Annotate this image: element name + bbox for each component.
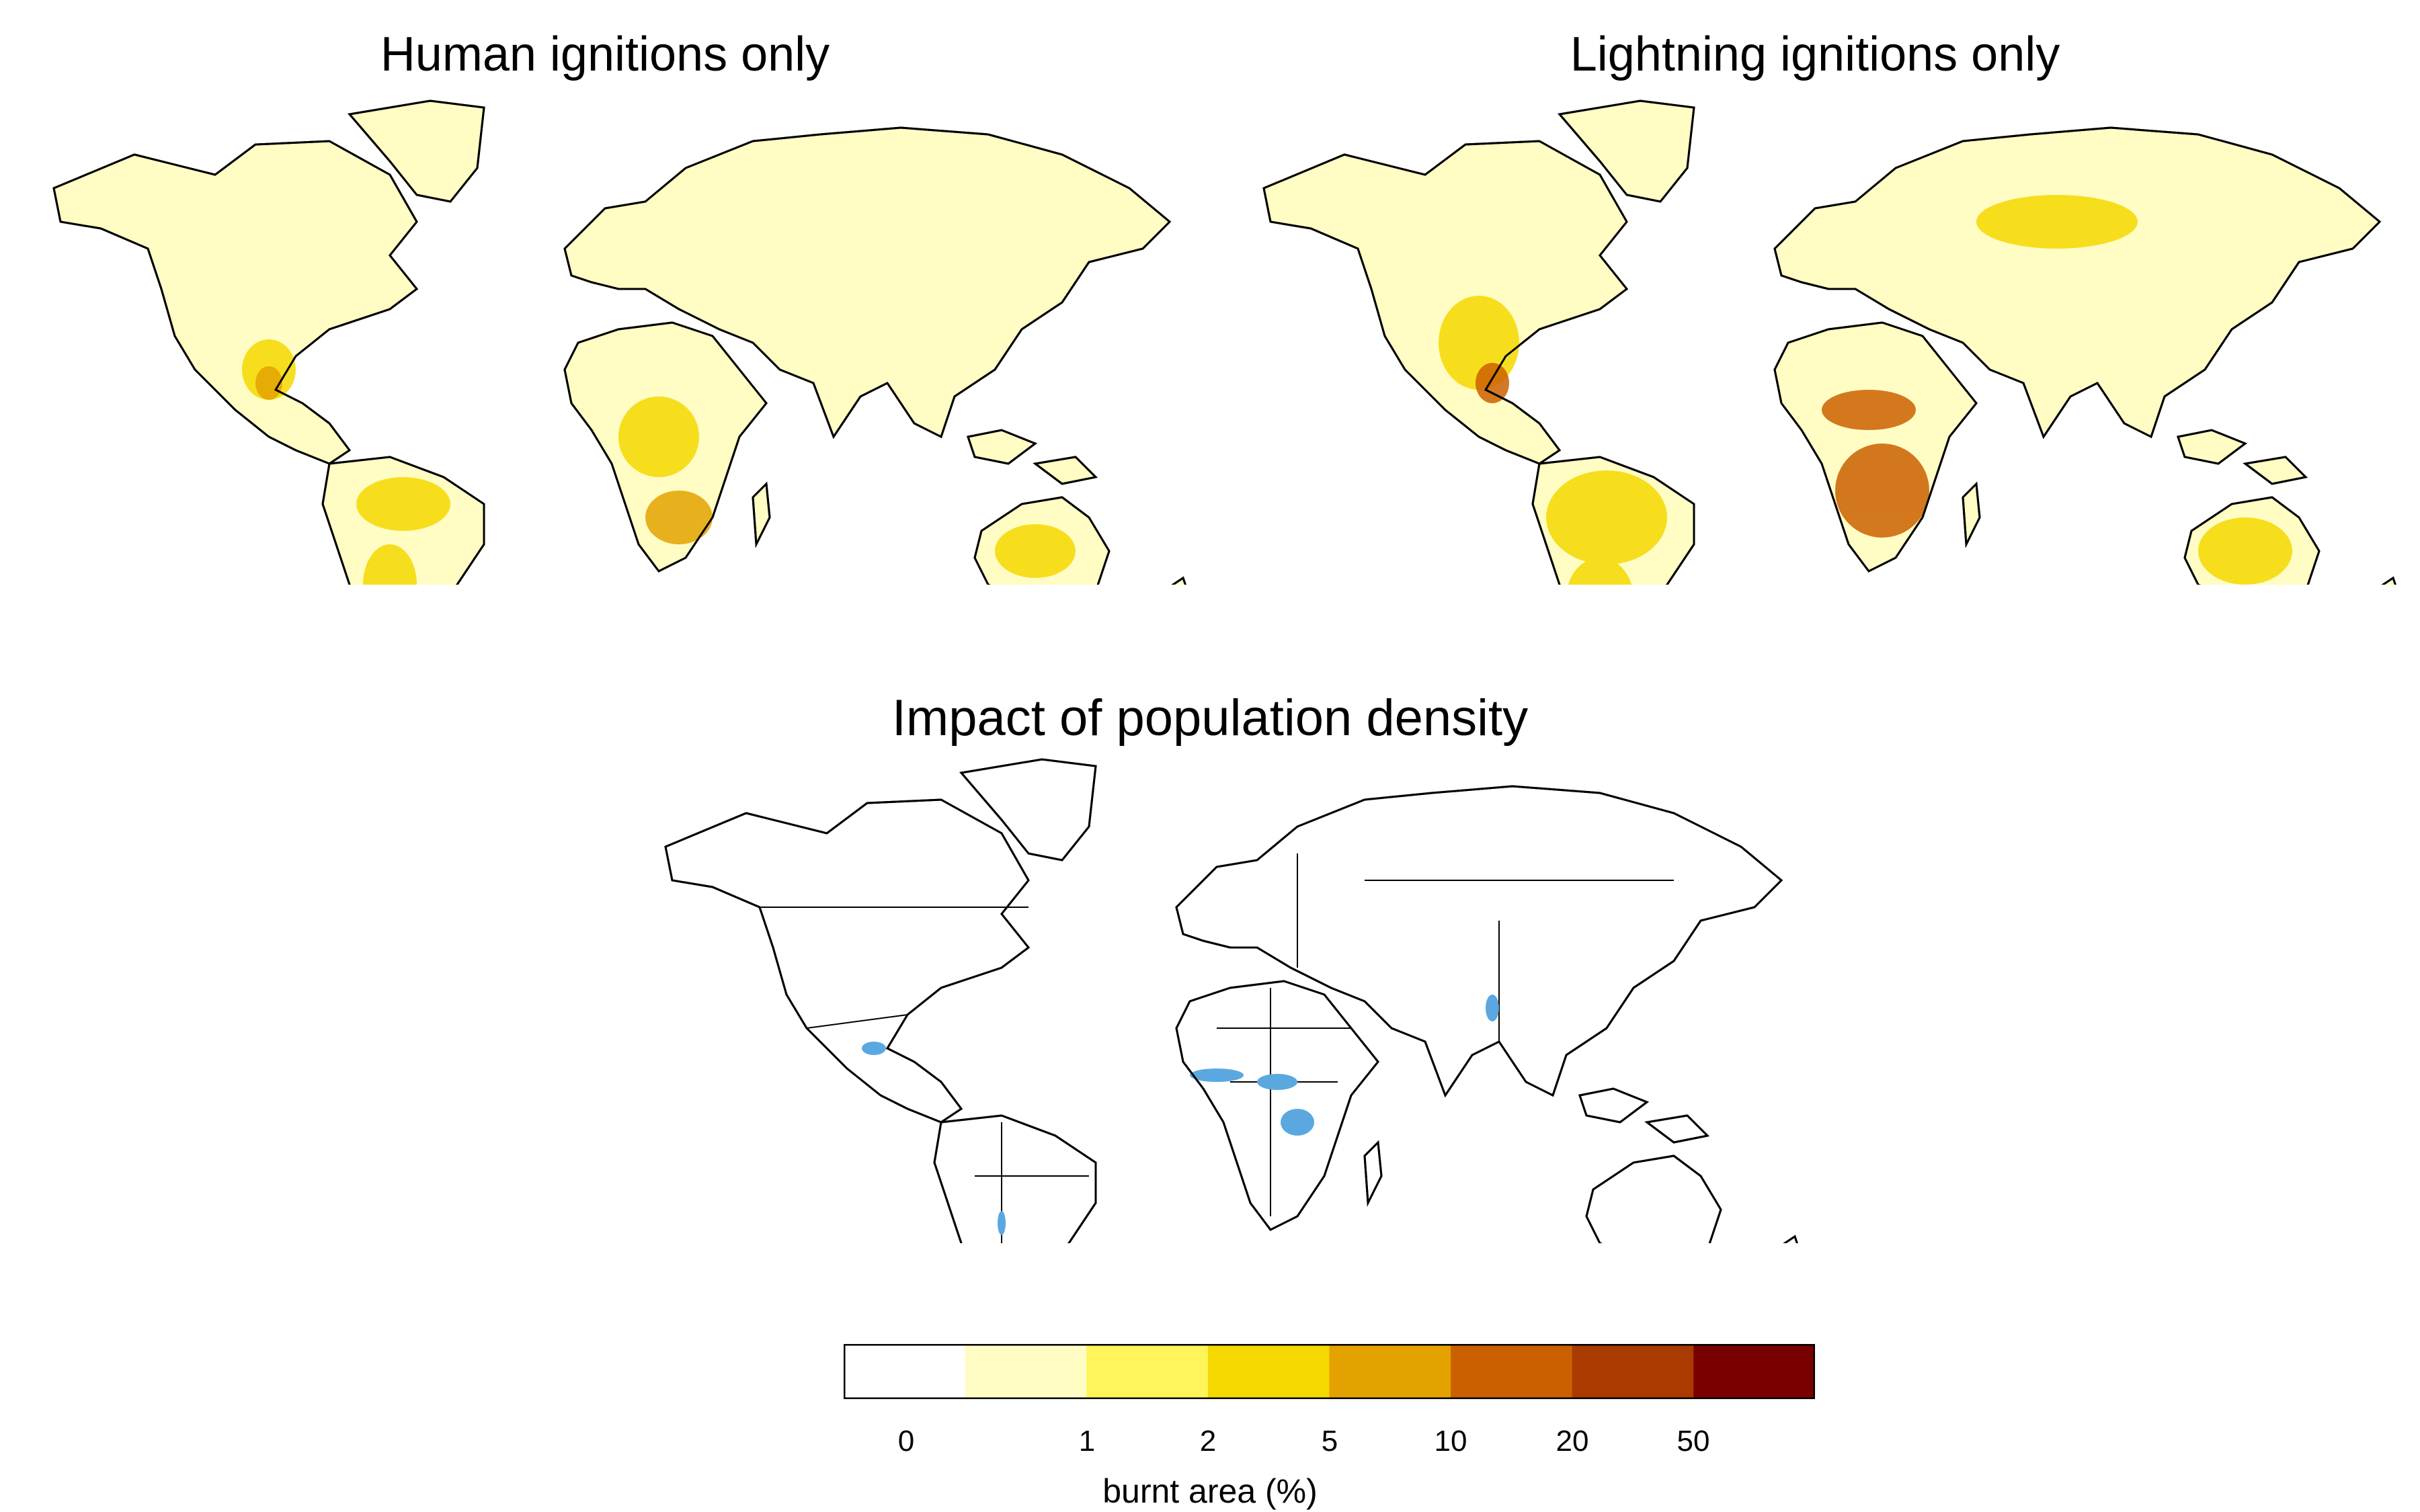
map-human-ignitions (52, 99, 1191, 585)
legend-tick: 1 (1078, 1425, 1096, 1458)
burn-hotspots (242, 339, 1076, 585)
map-lightning-ignitions (1262, 99, 2401, 585)
legend-tick: 2 (1199, 1425, 1217, 1458)
burn-hotspots-high (1476, 363, 1929, 538)
impact-regions (862, 995, 1499, 1235)
legend-swatch (1329, 1344, 1451, 1399)
legend-swatch (1451, 1344, 1573, 1399)
legend-swatch (965, 1344, 1087, 1399)
panel-title-population: Impact of population density (891, 689, 1529, 747)
legend-swatch (1572, 1344, 1694, 1399)
country-borders (760, 853, 1674, 1243)
burn-hotspots-high (255, 366, 713, 544)
legend-tick: 0 (897, 1425, 915, 1458)
legend-tick: 5 (1321, 1425, 1338, 1458)
panel-title-lightning: Lightning ignitions only (1570, 28, 2060, 81)
legend-title: burnt area (%) (1102, 1472, 1318, 1510)
legend-tick: 10 (1434, 1425, 1467, 1458)
legend-tick: 20 (1556, 1425, 1589, 1458)
legend-swatch (1207, 1344, 1330, 1399)
panel-title-human: Human ignitions only (380, 28, 830, 81)
legend-swatch (1693, 1344, 1815, 1399)
color-legend-bar (844, 1344, 1815, 1399)
map-population-density (664, 758, 1803, 1243)
legend-swatch (1086, 1344, 1209, 1399)
legend-tick: 50 (1677, 1425, 1710, 1458)
legend-swatch (844, 1344, 966, 1399)
